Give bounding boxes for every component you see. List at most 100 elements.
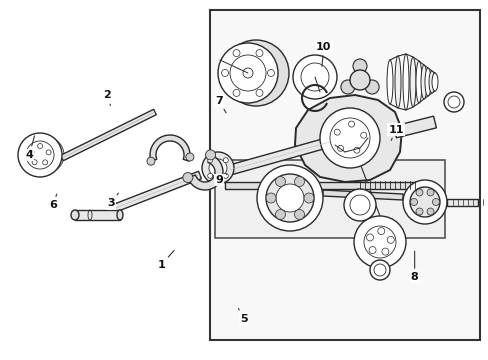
Circle shape bbox=[304, 193, 313, 203]
Circle shape bbox=[202, 152, 234, 184]
Circle shape bbox=[431, 198, 439, 206]
Circle shape bbox=[377, 228, 384, 235]
Circle shape bbox=[265, 174, 313, 222]
Circle shape bbox=[207, 173, 212, 178]
Circle shape bbox=[275, 210, 285, 220]
Circle shape bbox=[349, 70, 369, 90]
Circle shape bbox=[294, 210, 304, 220]
Circle shape bbox=[426, 189, 433, 196]
Circle shape bbox=[443, 92, 463, 112]
Circle shape bbox=[275, 184, 304, 212]
Circle shape bbox=[221, 69, 228, 77]
Polygon shape bbox=[75, 210, 120, 220]
Polygon shape bbox=[224, 181, 429, 189]
Circle shape bbox=[256, 89, 263, 96]
Circle shape bbox=[426, 208, 433, 215]
Circle shape bbox=[223, 173, 228, 178]
Circle shape bbox=[353, 147, 359, 153]
Circle shape bbox=[232, 50, 240, 57]
Polygon shape bbox=[150, 135, 190, 161]
Circle shape bbox=[243, 68, 252, 78]
Circle shape bbox=[334, 129, 340, 135]
Circle shape bbox=[337, 145, 343, 151]
Circle shape bbox=[256, 50, 263, 57]
Circle shape bbox=[340, 80, 354, 94]
Text: 6: 6 bbox=[49, 194, 57, 210]
Text: 1: 1 bbox=[157, 251, 174, 270]
Circle shape bbox=[352, 59, 366, 73]
Circle shape bbox=[185, 153, 194, 161]
Circle shape bbox=[229, 55, 265, 91]
Ellipse shape bbox=[402, 54, 408, 110]
Text: 8: 8 bbox=[410, 251, 418, 282]
Circle shape bbox=[447, 96, 459, 108]
Circle shape bbox=[208, 159, 226, 177]
Ellipse shape bbox=[386, 60, 392, 104]
Circle shape bbox=[381, 248, 388, 255]
Circle shape bbox=[29, 150, 34, 154]
Circle shape bbox=[353, 216, 405, 268]
Text: 4: 4 bbox=[25, 136, 35, 160]
Polygon shape bbox=[108, 171, 201, 214]
Circle shape bbox=[46, 150, 51, 155]
Circle shape bbox=[42, 160, 48, 165]
Circle shape bbox=[265, 193, 275, 203]
Circle shape bbox=[232, 89, 240, 96]
Circle shape bbox=[257, 165, 323, 231]
Ellipse shape bbox=[428, 71, 434, 93]
Circle shape bbox=[292, 55, 336, 99]
Circle shape bbox=[223, 40, 288, 106]
Circle shape bbox=[402, 180, 446, 224]
Circle shape bbox=[366, 234, 373, 241]
Ellipse shape bbox=[117, 210, 123, 220]
Circle shape bbox=[18, 133, 62, 177]
Circle shape bbox=[207, 158, 212, 163]
Circle shape bbox=[38, 144, 42, 149]
Polygon shape bbox=[61, 109, 156, 161]
Circle shape bbox=[301, 63, 328, 91]
Text: 3: 3 bbox=[107, 193, 118, 208]
Circle shape bbox=[415, 189, 422, 196]
Text: 7: 7 bbox=[215, 96, 225, 113]
Circle shape bbox=[236, 53, 275, 93]
Polygon shape bbox=[446, 198, 477, 206]
Circle shape bbox=[218, 43, 278, 103]
Ellipse shape bbox=[71, 210, 79, 220]
Polygon shape bbox=[393, 116, 436, 138]
Circle shape bbox=[294, 176, 304, 186]
Circle shape bbox=[373, 264, 385, 276]
Circle shape bbox=[409, 198, 417, 206]
Circle shape bbox=[348, 121, 354, 127]
Ellipse shape bbox=[415, 61, 421, 103]
Ellipse shape bbox=[394, 56, 400, 108]
Circle shape bbox=[32, 160, 37, 165]
Circle shape bbox=[349, 195, 369, 215]
FancyBboxPatch shape bbox=[215, 160, 444, 238]
Ellipse shape bbox=[409, 57, 415, 107]
Text: 11: 11 bbox=[387, 125, 403, 140]
Text: 9: 9 bbox=[215, 175, 226, 185]
Circle shape bbox=[147, 157, 155, 165]
Ellipse shape bbox=[424, 68, 430, 96]
Circle shape bbox=[183, 172, 192, 183]
Circle shape bbox=[275, 176, 285, 186]
Circle shape bbox=[223, 158, 228, 163]
Ellipse shape bbox=[420, 65, 426, 99]
Polygon shape bbox=[228, 137, 331, 175]
Circle shape bbox=[26, 141, 54, 169]
Circle shape bbox=[329, 118, 369, 158]
Circle shape bbox=[343, 189, 375, 221]
FancyBboxPatch shape bbox=[209, 10, 479, 340]
Polygon shape bbox=[294, 95, 401, 182]
Circle shape bbox=[409, 187, 439, 217]
Circle shape bbox=[319, 108, 379, 168]
Text: 5: 5 bbox=[238, 309, 247, 324]
Circle shape bbox=[386, 236, 393, 243]
Polygon shape bbox=[322, 190, 402, 200]
Circle shape bbox=[205, 150, 215, 160]
Circle shape bbox=[365, 80, 378, 94]
Circle shape bbox=[415, 208, 422, 215]
Text: 2: 2 bbox=[102, 90, 110, 105]
Polygon shape bbox=[187, 155, 223, 190]
Polygon shape bbox=[375, 242, 383, 268]
